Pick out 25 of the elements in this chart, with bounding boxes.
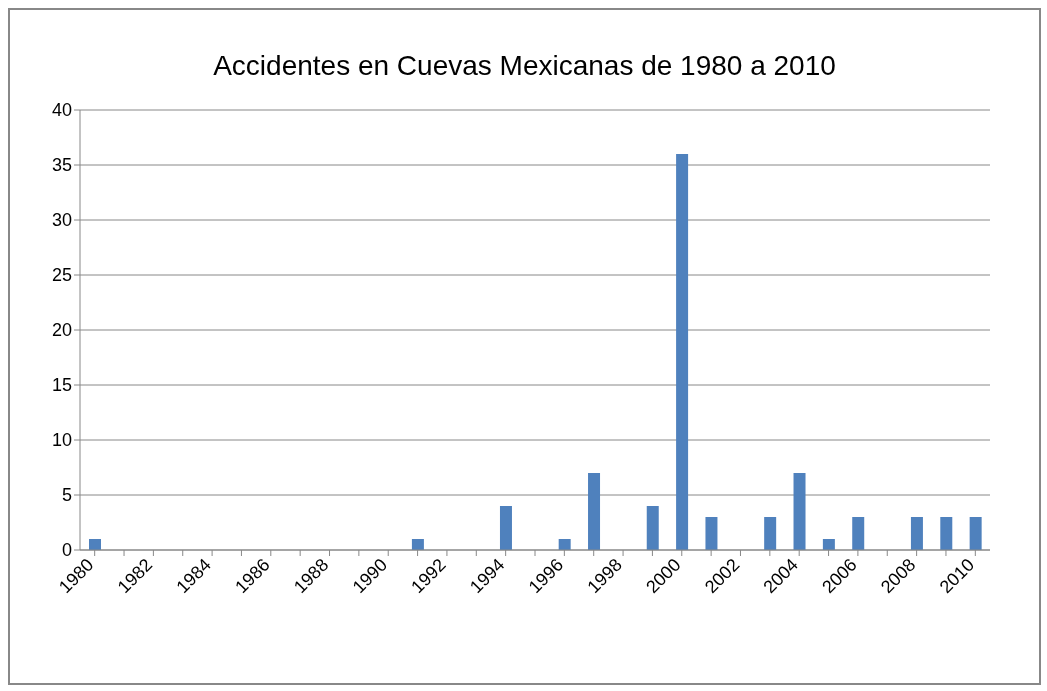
y-tick-label: 25 xyxy=(51,265,72,286)
y-tick-label: 40 xyxy=(51,100,72,121)
y-tick-label: 30 xyxy=(51,210,72,231)
bar xyxy=(705,517,718,550)
bar xyxy=(969,517,982,550)
bar xyxy=(89,539,101,550)
bar xyxy=(940,517,953,550)
bar xyxy=(588,473,601,550)
bar xyxy=(793,473,806,550)
bar xyxy=(822,539,835,550)
bar xyxy=(411,539,424,550)
bar xyxy=(499,506,512,550)
bar xyxy=(558,539,571,550)
chart-title: Accidentes en Cuevas Mexicanas de 1980 a 2010 xyxy=(212,50,837,83)
bar xyxy=(646,506,659,550)
y-tick-label: 15 xyxy=(51,375,72,396)
y-tick-label: 10 xyxy=(51,430,72,451)
bar xyxy=(852,517,865,550)
y-tick-label: 0 xyxy=(61,540,72,561)
bar xyxy=(910,517,923,550)
y-tick-label: 20 xyxy=(51,320,72,341)
bar xyxy=(764,517,777,550)
y-tick-label: 35 xyxy=(51,155,72,176)
y-tick-label: 5 xyxy=(61,485,72,506)
bar xyxy=(676,154,689,550)
